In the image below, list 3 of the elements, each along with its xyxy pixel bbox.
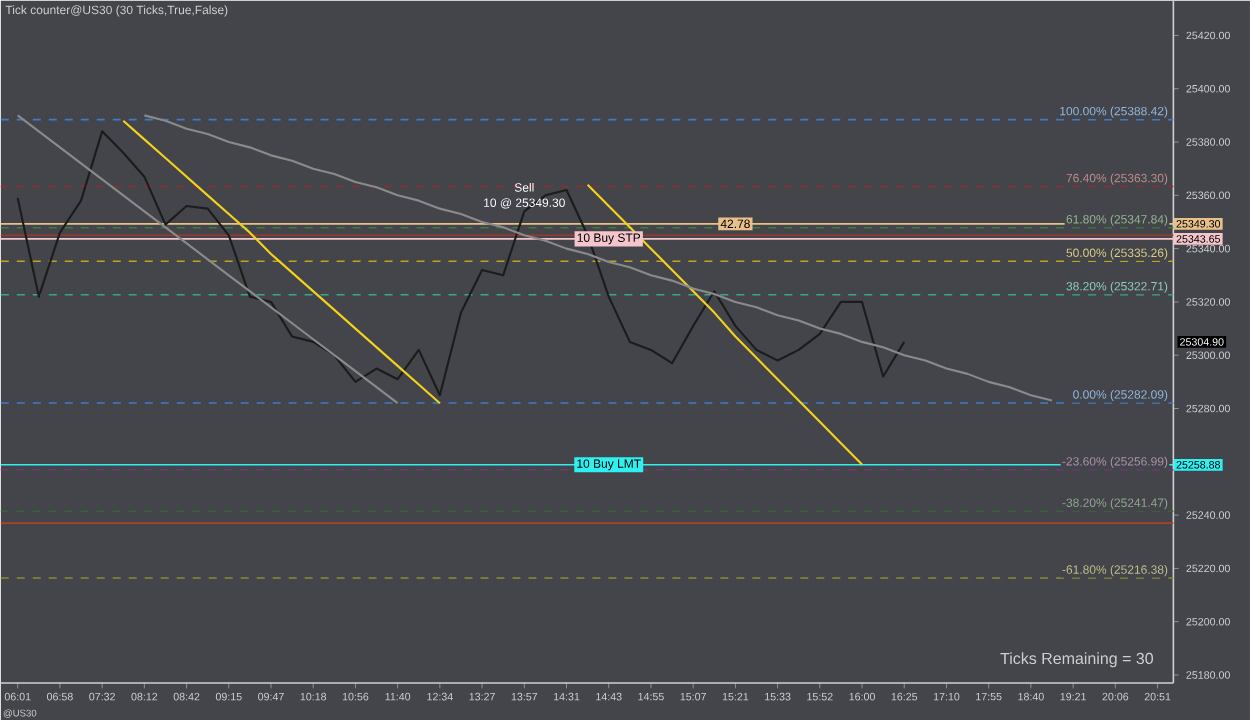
annotation: Ticks Remaining = 30	[1000, 652, 1154, 668]
line-series	[143, 114, 1054, 402]
line-series	[16, 130, 906, 397]
